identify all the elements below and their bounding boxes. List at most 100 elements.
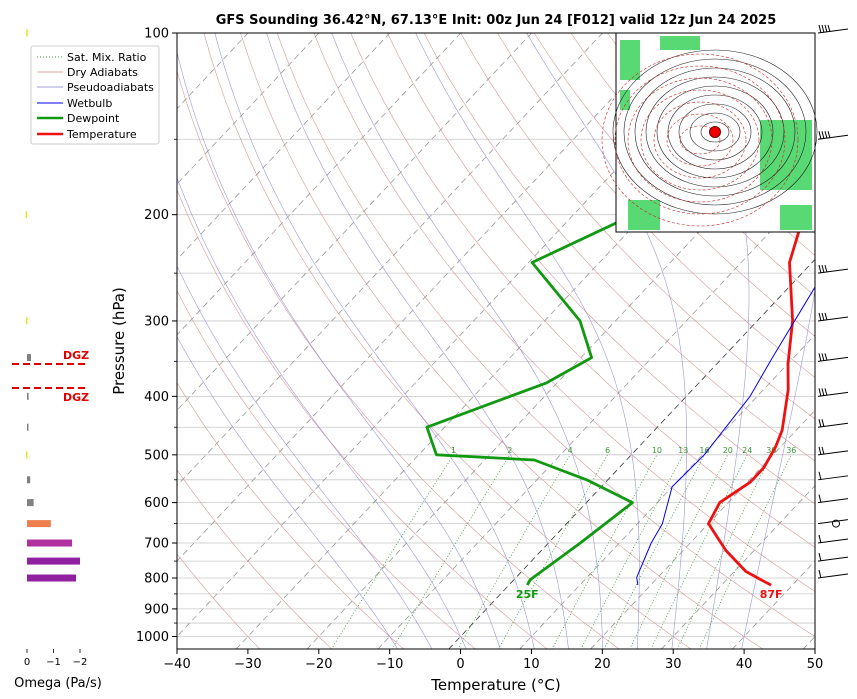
omega-tick-label-0: 0: [24, 657, 30, 668]
y-tick-label-100: 100: [144, 27, 169, 42]
pseudoadiabat-30: [526, 33, 687, 649]
wind-barb-flag-250-1: [821, 265, 825, 273]
x-tick-label--20: −20: [305, 657, 332, 672]
wind-calm-circle: [832, 519, 840, 528]
series-dewpoint-line: [425, 64, 815, 586]
y-tick-label-600: 600: [144, 496, 169, 511]
mixing-ratio-label-30: 30: [766, 446, 776, 455]
pseudoadiabat--10: [177, 336, 399, 649]
omega-bar-650: [27, 520, 51, 528]
pseudoadiabat-15: [266, 33, 569, 649]
dry-adiabat--10: [177, 382, 405, 649]
pseudoadiabat-20: [331, 33, 604, 649]
x-tick-label--40: −40: [163, 657, 190, 672]
mixing-ratio-label-36: 36: [786, 446, 796, 455]
wind-barb-flag-750-0: [818, 552, 822, 562]
inset-pressure-contour-8: [612, 49, 818, 215]
y-axis-label: Pressure (hPa): [110, 287, 128, 395]
mixing-ratio-label-6: 6: [605, 446, 610, 455]
mixing-ratio-label-4: 4: [568, 446, 573, 455]
wind-barb-staff-250: [817, 268, 849, 274]
omega-axis-label: Omega (Pa/s): [14, 676, 102, 691]
mixing-ratio-label-1: 1: [451, 446, 456, 455]
isotherm--60: [177, 33, 603, 487]
wind-barb-staff-750: [817, 556, 849, 562]
legend-entry-mix: Sat. Mix. Ratio: [67, 51, 147, 64]
isotherm-30: [660, 485, 815, 649]
mixing-ratio-line-10: [551, 454, 658, 649]
isotherm-0: [448, 258, 815, 649]
inset-pressure-contour-2: [678, 103, 752, 161]
omega-bars: [25, 29, 80, 582]
dry-adiabat-20: [177, 69, 620, 649]
omega-bar-800: [27, 574, 77, 582]
mixing-ratio-labels: 1 2 4 6 10 13 16 20 24 30 36: [451, 446, 796, 455]
omega-bar-500: [25, 451, 28, 459]
inset-terrain-patch-4: [660, 36, 700, 50]
series-wetbulb-line: [636, 286, 815, 586]
inset-height-contour-5: [614, 65, 786, 215]
inset-pressure-contour-0: [700, 121, 730, 143]
inset-terrain-patch-2: [760, 120, 812, 190]
pseudoadiabat-5: [177, 51, 501, 649]
inset-map-contours: [601, 36, 818, 230]
y-tick-label-1000: 1000: [136, 630, 169, 645]
wind-barb-flag-150-3: [827, 131, 831, 139]
isotherm--70: [177, 33, 532, 411]
omega-bar-550: [27, 476, 31, 484]
x-tick-label--10: −10: [376, 657, 403, 672]
x-tick-label-0: 0: [456, 657, 464, 672]
y-tick-label-700: 700: [144, 537, 169, 552]
x-tick-label-10: 10: [523, 657, 540, 672]
inset-pressure-contour-5: [645, 76, 785, 188]
wind-barb-staff-550: [817, 475, 849, 481]
x-tick-label-40: 40: [736, 657, 753, 672]
inset-height-contour-3: [640, 89, 760, 191]
mixing-ratio-line-36: [698, 454, 792, 649]
dry-adiabat-0: [177, 290, 476, 649]
inset-terrain-patch-1: [628, 200, 660, 230]
wind-barb-flag-800-0: [818, 569, 822, 579]
omega-bar-600: [27, 499, 34, 507]
inset-terrain-patch-0: [620, 40, 640, 80]
mixing-ratio-line-6: [498, 454, 608, 649]
y-tick-label-800: 800: [144, 572, 169, 587]
y-axis-ticks: 100 200 300 400 500 600 700 800 900 1000: [136, 27, 177, 645]
wind-barb-staff-400: [817, 391, 849, 397]
sounding-series: [425, 64, 815, 587]
isotherm--90: [177, 33, 391, 261]
y-tick-label-500: 500: [144, 448, 169, 463]
wind-barb-flag-150-0: [818, 131, 822, 140]
pseudoadiabat-0: [177, 176, 467, 649]
wind-barb-staff-500: [817, 450, 849, 456]
wind-barb-flag-100-0: [818, 24, 822, 34]
inset-terrain-patch-5: [620, 90, 630, 110]
dry-adiabat-60: [313, 33, 815, 592]
wind-barb-flag-150-1: [821, 131, 825, 139]
inset-height-contour-4: [627, 77, 773, 203]
inset-height-contour-6: [601, 53, 799, 227]
y-tick-label-900: 900: [144, 602, 169, 617]
legend-entry-pseudo: Pseudoadiabats: [67, 81, 154, 94]
dry-adiabat--30: [177, 553, 261, 649]
mixing-ratio-line-1: [330, 454, 454, 649]
wind-barb-staff-300: [817, 316, 849, 322]
wind-barb-staff-450: [817, 422, 849, 428]
isotherm-20: [590, 409, 815, 649]
series-temperature-line: [707, 176, 815, 587]
wind-barb-flag-400-1: [821, 388, 825, 397]
pseudoadiabat-40: [741, 288, 815, 649]
mixing-ratio-label-24: 24: [742, 446, 752, 455]
isotherm-10: [519, 334, 815, 649]
pseudoadiabat-35: [672, 33, 750, 649]
inset-pressure-contour-1: [689, 112, 741, 152]
x-axis-label: Temperature (°C): [430, 676, 560, 694]
temperature-surface-label: 87F: [760, 588, 783, 601]
wind-barb-flag-150-2: [824, 131, 828, 139]
wind-barb-flag-250-2: [824, 265, 828, 273]
mixing-ratio-line-16: [603, 454, 705, 649]
dgz-bottom-label: DGZ: [63, 391, 89, 404]
wind-barb-flag-300-0: [818, 312, 822, 322]
wind-barb-flag-350-2: [824, 353, 828, 361]
